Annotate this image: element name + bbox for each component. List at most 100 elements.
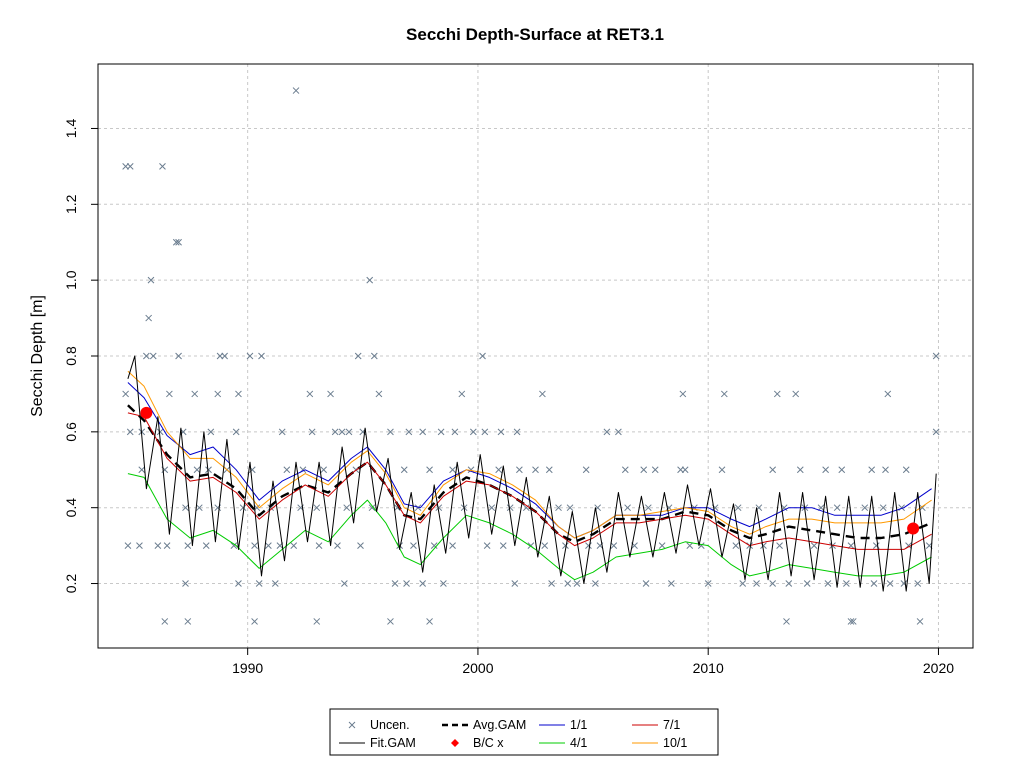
uncen-point [879, 504, 887, 512]
uncen-point [562, 542, 569, 549]
legend-key [348, 721, 356, 729]
legend: Uncen. Fit.GAM Avg.GAM B/C x 1/1 4/1 7/1 10/1 [329, 708, 719, 756]
uncen-point [265, 542, 272, 549]
uncen-point [341, 580, 348, 587]
uncen-point [760, 542, 767, 549]
uncen-point [159, 163, 166, 170]
uncen-point [426, 466, 433, 474]
uncen-point [651, 466, 659, 474]
uncen-point [138, 466, 146, 474]
y-tick-label: 1.0 [63, 270, 79, 290]
uncen-point [720, 390, 728, 398]
uncen-point [679, 390, 687, 398]
uncen-point [258, 352, 265, 360]
uncen-point [313, 504, 321, 512]
uncen-point [143, 352, 150, 360]
uncen-point [334, 542, 341, 549]
uncen-point [582, 466, 590, 474]
uncen-point [541, 542, 549, 549]
legend-label: Uncen. [370, 718, 410, 732]
uncen-point [732, 542, 740, 549]
y-axis: 0.2 0.4 0.6 0.8 1.0 1.2 1.4 [63, 119, 98, 594]
uncen-point [847, 618, 855, 625]
x-tick-label: 2010 [693, 660, 724, 676]
uncen-point [640, 466, 648, 474]
uncen-point [419, 580, 427, 587]
uncen-point [516, 466, 523, 474]
uncen-point [202, 542, 210, 549]
uncen-point [235, 580, 242, 587]
uncen-point [278, 428, 286, 436]
uncen-point [803, 580, 811, 587]
uncen-point [773, 390, 781, 398]
uncen-point [308, 428, 316, 436]
uncen-point [166, 390, 173, 398]
y-tick-label: 0.8 [63, 346, 79, 366]
uncen-point [435, 504, 443, 512]
uncen-point [145, 314, 153, 322]
uncen-point [573, 580, 581, 587]
uncen-point [205, 466, 212, 474]
uncen-point [410, 542, 417, 549]
uncen-point [506, 504, 514, 512]
uncen-point [615, 428, 622, 436]
uncen-point [124, 542, 132, 549]
uncen-point [753, 580, 760, 587]
uncen-point [898, 504, 905, 512]
uncensored-points [122, 87, 940, 625]
uncen-point [545, 466, 553, 474]
legend-label: 1/1 [570, 718, 587, 732]
uncen-point [292, 87, 300, 94]
series-lines [127, 355, 937, 592]
uncen-point [184, 618, 192, 625]
x-axis: 1990 2000 2010 2020 [232, 648, 954, 676]
uncen-point [548, 580, 555, 587]
y-tick-label: 0.2 [63, 574, 79, 594]
uncen-point [440, 580, 447, 587]
uncen-point [193, 466, 201, 474]
uncen-point [822, 466, 829, 474]
uncen-point [327, 390, 334, 398]
uncen-point [495, 466, 503, 474]
uncen-point [564, 580, 572, 587]
uncen-point [734, 504, 742, 512]
x-tick-label: 2000 [462, 660, 493, 676]
uncen-point [239, 504, 247, 512]
uncen-point [824, 580, 832, 587]
uncen-point [481, 428, 489, 436]
chart-title: Secchi Depth-Surface at RET3.1 [406, 25, 664, 44]
uncen-point [387, 618, 394, 625]
uncen-point [451, 428, 459, 436]
uncen-point [861, 504, 869, 512]
uncen-point [345, 428, 353, 436]
uncen-point [513, 428, 521, 436]
uncen-point [776, 542, 783, 549]
uncen-point [338, 428, 346, 436]
uncen-point [810, 542, 818, 549]
x-tick-label: 1990 [232, 660, 263, 676]
uncen-point [884, 390, 892, 398]
uncen-point [488, 504, 496, 512]
uncen-point [184, 542, 192, 549]
bc-points [140, 406, 920, 535]
uncen-point [172, 238, 180, 246]
uncen-point [221, 352, 228, 360]
uncen-point [414, 504, 422, 512]
uncen-point [368, 504, 376, 512]
uncen-point [122, 390, 129, 398]
uncen-point [366, 276, 374, 284]
legend-label: B/C x [473, 736, 504, 750]
bc-point [140, 406, 153, 419]
uncen-point [147, 276, 155, 284]
uncen-point [195, 504, 203, 512]
uncen-point [449, 466, 456, 474]
uncen-point [207, 428, 215, 436]
uncen-point [870, 580, 878, 587]
uncen-point [163, 542, 171, 549]
legend-label: 4/1 [570, 736, 587, 750]
uncen-point [175, 352, 182, 360]
legend-label: Fit.GAM [370, 736, 416, 750]
y-tick-label: 0.6 [63, 422, 79, 442]
uncen-point [405, 428, 413, 436]
